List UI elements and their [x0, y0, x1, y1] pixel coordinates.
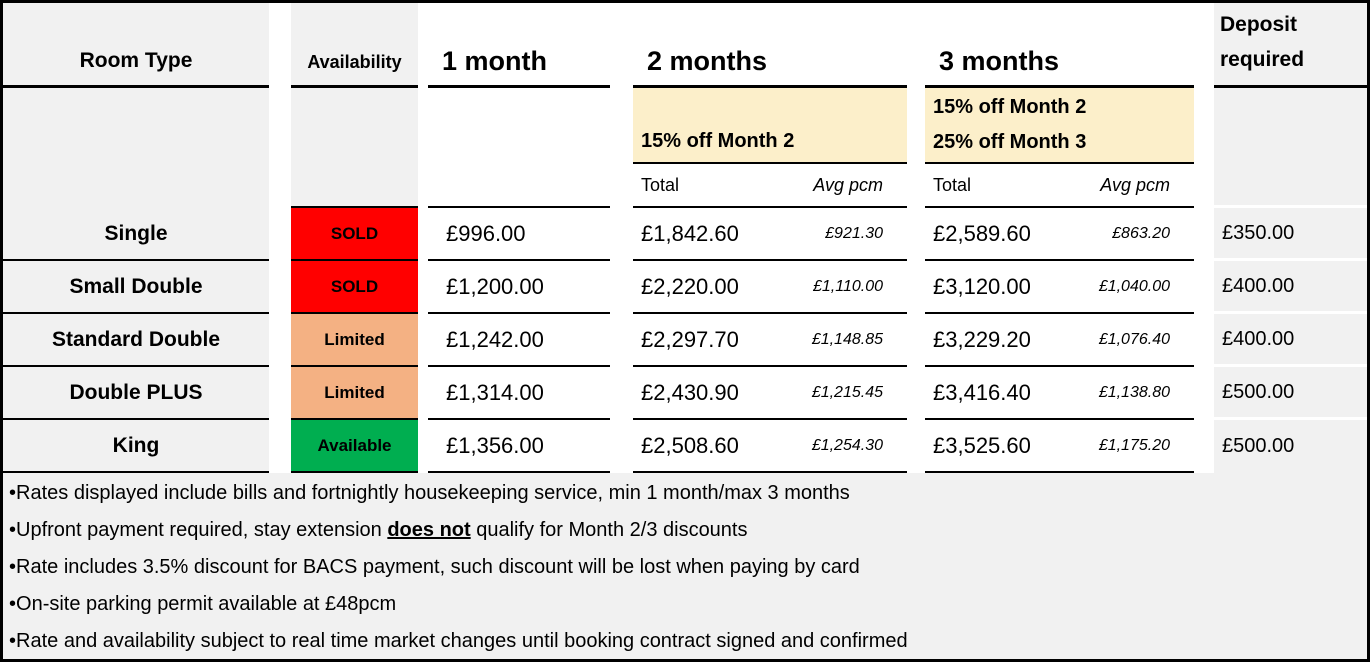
promo-2-months-label: 15% off Month 2: [641, 130, 795, 152]
deposit-value: £500.00: [1214, 420, 1367, 473]
room-name: Standard Double: [3, 314, 269, 367]
price-2-months-avg: £1,215.45: [791, 367, 907, 420]
price-3-months-total: £2,589.60: [925, 208, 1081, 261]
price-3-months-avg: £1,175.20: [1081, 420, 1194, 473]
promo-2-months: 15% off Month 2: [633, 88, 907, 164]
price-1-month: £1,242.00: [428, 314, 610, 367]
note-line: •Rates displayed include bills and fortn…: [9, 475, 1367, 512]
promo-3-months-line1: 15% off Month 2: [933, 96, 1087, 118]
promo-3-months-line2: 25% off Month 3: [933, 131, 1087, 153]
subheader-total-2-months: Total: [633, 164, 791, 208]
price-3-months-total: £3,416.40: [925, 367, 1081, 420]
bullet: •: [9, 593, 17, 615]
bullet: •: [9, 482, 17, 504]
subheader-avg-pcm-3-months: Avg pcm: [1081, 164, 1194, 208]
price-2-months-avg: £1,254.30: [791, 420, 907, 473]
availability-badge: SOLD: [291, 208, 418, 261]
price-2-months-total: £2,220.00: [633, 261, 791, 314]
1-month-column-spacer: [428, 164, 610, 208]
note-line: •On-site parking permit available at £48…: [9, 586, 1367, 623]
price-3-months-total: £3,525.60: [925, 420, 1081, 473]
price-3-months-avg: £1,138.80: [1081, 367, 1194, 420]
price-1-month: £1,314.00: [428, 367, 610, 420]
price-2-months-total: £2,297.70: [633, 314, 791, 367]
subheader-total-label: Total: [933, 174, 972, 195]
note-text: Rate includes 3.5% discount for BACS pay…: [16, 556, 860, 578]
room-rates-table: Room Type Availability 1 month 2 months …: [3, 3, 1367, 473]
room-type-column-spacer: [3, 88, 269, 164]
price-1-month: £996.00: [428, 208, 610, 261]
subheader-avg-pcm-2-months: Avg pcm: [791, 164, 907, 208]
availability-badge: SOLD: [291, 261, 418, 314]
note-text: Rate and availability subject to real ti…: [16, 630, 908, 652]
price-2-months-total: £1,842.60: [633, 208, 791, 261]
deposit-value: £500.00: [1214, 367, 1367, 420]
header-deposit-line2: required: [1220, 48, 1305, 71]
price-3-months-avg: £863.20: [1081, 208, 1194, 261]
price-1-month: £1,356.00: [428, 420, 610, 473]
note-line: •Rate and availability subject to real t…: [9, 623, 1367, 659]
deposit-value: £350.00: [1214, 208, 1367, 261]
room-name: Small Double: [3, 261, 269, 314]
availability-badge: Available: [291, 420, 418, 473]
availability-column-spacer: [291, 88, 418, 164]
header-1-month: 1 month: [428, 3, 610, 88]
note-emphasis: does not: [387, 519, 471, 541]
price-3-months-total: £3,120.00: [925, 261, 1081, 314]
subheader-avg-label: Avg pcm: [813, 174, 883, 195]
price-3-months-total: £3,229.20: [925, 314, 1081, 367]
price-1-month: £1,200.00: [428, 261, 610, 314]
price-2-months-avg: £1,148.85: [791, 314, 907, 367]
header-deposit-line1: Deposit: [1220, 13, 1298, 36]
note-line: •Upfront payment required, stay extensio…: [9, 512, 1367, 549]
header-room-type: Room Type: [3, 3, 269, 88]
price-2-months-total: £2,430.90: [633, 367, 791, 420]
header-2-months-label: 2 months: [647, 46, 768, 76]
note-text: Upfront payment required, stay extension: [16, 519, 388, 541]
deposit-value: £400.00: [1214, 314, 1367, 367]
footnotes: •Rates displayed include bills and fortn…: [3, 473, 1367, 659]
room-type-column-spacer2: [3, 164, 269, 208]
deposit-value: £400.00: [1214, 261, 1367, 314]
header-room-type-label: Room Type: [79, 49, 193, 72]
note-text: qualify for Month 2/3 discounts: [470, 519, 748, 541]
deposit-column-spacer: [1214, 88, 1367, 164]
header-1-month-label: 1 month: [442, 46, 547, 76]
bullet: •: [9, 556, 17, 578]
note-text: Rates displayed include bills and fortni…: [16, 482, 850, 504]
room-name: Double PLUS: [3, 367, 269, 420]
subheader-avg-label: Avg pcm: [1100, 174, 1170, 195]
note-line: •Rate includes 3.5% discount for BACS pa…: [9, 549, 1367, 586]
price-3-months-avg: £1,040.00: [1081, 261, 1194, 314]
note-text: On-site parking permit available at £48p…: [16, 593, 397, 615]
availability-badge: Limited: [291, 367, 418, 420]
room-name: King: [3, 420, 269, 473]
room-name: Single: [3, 208, 269, 261]
bullet: •: [9, 519, 17, 541]
deposit-column-spacer2: [1214, 164, 1367, 208]
header-deposit-required: Deposit required: [1214, 3, 1367, 88]
bullet: •: [9, 630, 17, 652]
header-2-months: 2 months: [633, 3, 907, 88]
price-2-months-avg: £921.30: [791, 208, 907, 261]
price-2-months-avg: £1,110.00: [791, 261, 907, 314]
subheader-total-label: Total: [641, 174, 680, 195]
header-3-months: 3 months: [925, 3, 1194, 88]
promo-3-months: 15% off Month 2 25% off Month 3: [925, 88, 1194, 164]
header-availability: Availability: [291, 3, 418, 88]
header-availability-label: Availability: [307, 52, 402, 72]
header-3-months-label: 3 months: [939, 46, 1060, 76]
price-2-months-total: £2,508.60: [633, 420, 791, 473]
price-3-months-avg: £1,076.40: [1081, 314, 1194, 367]
subheader-total-3-months: Total: [925, 164, 1081, 208]
availability-badge: Limited: [291, 314, 418, 367]
availability-column-spacer2: [291, 164, 418, 208]
